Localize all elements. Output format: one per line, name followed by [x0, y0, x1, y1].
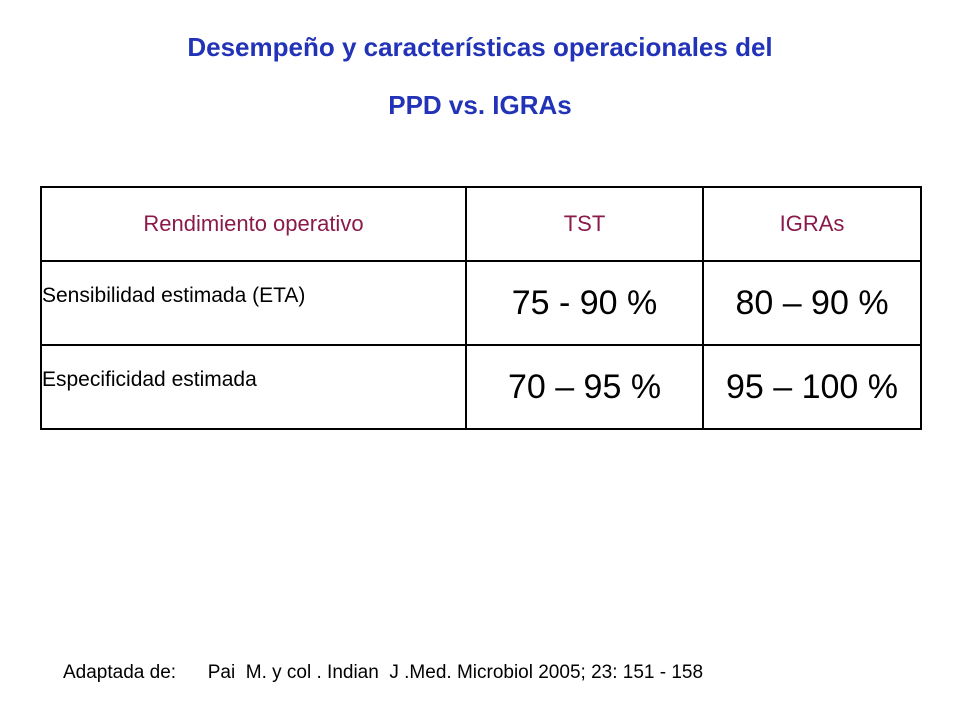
header-tst: TST — [465, 186, 704, 262]
source-reference: Pai M. y col . Indian J .Med. Microbiol … — [207, 662, 704, 683]
cell-sensibilidad-igras: 80 – 90 % — [702, 260, 922, 346]
page-title-line-2: PPD vs. IGRAs — [388, 90, 572, 120]
row-label-sensibilidad: Sensibilidad estimada (ETA) — [40, 260, 467, 346]
table-row: Especificidad estimada 70 – 95 % 95 – 10… — [40, 344, 922, 430]
header-igras: IGRAs — [702, 186, 922, 262]
performance-table: Rendimiento operativo TST IGRAs Sensibil… — [40, 186, 922, 430]
header-rendimiento-operativo: Rendimiento operativo — [40, 186, 467, 262]
page-title-line-1: Desempeño y características operacionale… — [187, 32, 773, 62]
table-header-row: Rendimiento operativo TST IGRAs — [40, 186, 922, 262]
source-prefix: Adaptada de: — [63, 662, 177, 683]
source-citation: Adaptada de: Pai M. y col . Indian J .Me… — [63, 662, 703, 684]
row-label-especificidad: Especificidad estimada — [40, 344, 467, 430]
cell-sensibilidad-tst: 75 - 90 % — [465, 260, 704, 346]
cell-especificidad-tst: 70 – 95 % — [465, 344, 704, 430]
cell-especificidad-igras: 95 – 100 % — [702, 344, 922, 430]
table-row: Sensibilidad estimada (ETA) 75 - 90 % 80… — [40, 260, 922, 346]
